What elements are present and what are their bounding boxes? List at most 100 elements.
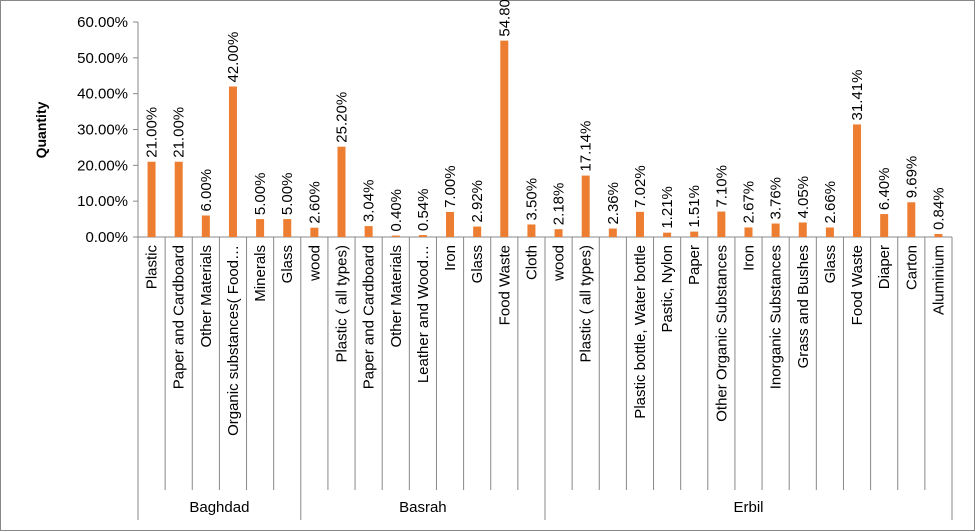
bar (853, 124, 862, 237)
value-label: 7.00% (442, 165, 459, 208)
group-label: Erbil (733, 499, 763, 516)
bar (581, 175, 590, 237)
bar (364, 226, 373, 237)
bar (228, 86, 237, 237)
value-label: 2.18% (551, 183, 568, 226)
x-tick-label: Plastic ( all types) (578, 245, 595, 363)
x-tick-label: Iron (442, 245, 459, 271)
value-label: 2.36% (605, 182, 622, 225)
y-tick-label: 50.00% (77, 50, 128, 67)
value-label: 1.51% (686, 185, 703, 228)
bar (717, 211, 726, 237)
x-tick-label: Other Organic Substances (713, 245, 730, 422)
bar (635, 211, 644, 237)
value-label: 2.60% (306, 181, 323, 224)
value-label: 2.66% (822, 181, 839, 224)
value-label: 21.00% (144, 107, 161, 158)
y-tick-label: 20.00% (77, 157, 128, 174)
x-tick-label: Paper and Cardboard (171, 245, 188, 389)
y-tick-label: 30.00% (77, 122, 128, 139)
bar (500, 40, 509, 238)
bar (527, 224, 536, 237)
value-label: 7.10% (713, 165, 730, 208)
value-label: 42.00% (225, 32, 242, 83)
x-tick-label: Plastic bottle, Water bottle (632, 245, 649, 419)
x-tick-label: wood (306, 245, 323, 282)
value-label: 3.76% (768, 177, 785, 220)
bar (418, 235, 427, 237)
x-tick-label: Diaper (876, 245, 893, 289)
bar (391, 235, 400, 237)
y-tick-label: 40.00% (77, 86, 128, 103)
bar (798, 222, 807, 237)
x-tick-label: Plastic ( all types) (334, 245, 351, 363)
x-tick-label: wood (551, 245, 568, 282)
y-axis-title: Quantity (33, 101, 49, 158)
group-label: Basrah (399, 499, 447, 516)
x-tick-label: Organic substances( Food… (225, 245, 242, 436)
value-label: 2.92% (469, 180, 486, 223)
x-tick-label: Leather and Wood… (415, 245, 432, 383)
bar (934, 233, 943, 237)
bar (690, 231, 699, 237)
value-label: 21.00% (171, 107, 188, 158)
value-label: 31.41% (849, 70, 866, 121)
bar (473, 226, 482, 237)
value-label: 25.20% (334, 92, 351, 143)
bar (608, 228, 617, 237)
x-tick-label: Food Waste (849, 245, 866, 325)
value-label: 2.67% (741, 181, 758, 224)
value-label: 0.40% (388, 189, 405, 232)
value-label: 6.00% (198, 169, 215, 212)
bar (825, 227, 834, 237)
value-label: 54.80% (496, 0, 513, 37)
x-tick-label: Aluminium (930, 245, 947, 315)
x-tick-label: Cloth (523, 245, 540, 280)
bar (310, 227, 319, 237)
bar (744, 227, 753, 237)
x-tick-label: Other Materials (388, 245, 405, 348)
x-tick-label: Grass and Bushes (795, 245, 812, 368)
value-label: 0.84% (930, 187, 947, 230)
value-label: 4.05% (795, 176, 812, 219)
y-tick-label: 60.00% (77, 14, 128, 31)
x-tick-label: Food Waste (496, 245, 513, 325)
value-label: 17.14% (578, 121, 595, 172)
x-tick-label: Paper and Cardboard (361, 245, 378, 389)
x-tick-label: Glass (822, 245, 839, 283)
bar (201, 215, 210, 237)
x-tick-label: Glass (469, 245, 486, 283)
group-label: Baghdad (189, 499, 249, 516)
bar (554, 229, 563, 237)
value-label: 0.54% (415, 189, 432, 232)
y-tick-label: 10.00% (77, 193, 128, 210)
bar (771, 223, 780, 237)
bar (663, 232, 672, 237)
x-tick-label: Inorganic Substances (768, 245, 785, 389)
x-tick-label: Carton (903, 245, 920, 290)
x-tick-label: Minerals (252, 245, 269, 302)
value-label: 5.00% (252, 173, 269, 216)
x-tick-label: Iron (741, 245, 758, 271)
value-label: 7.02% (632, 165, 649, 208)
bar (256, 219, 265, 237)
bar (174, 161, 183, 237)
x-tick-label: Pastic, Nylon (659, 245, 676, 333)
value-label: 1.21% (659, 186, 676, 229)
bar (147, 161, 156, 237)
x-tick-label: Paper (686, 245, 703, 285)
bar (337, 146, 346, 237)
x-tick-label: Glass (279, 245, 296, 283)
value-label: 9.69% (903, 156, 920, 199)
bar (907, 202, 916, 237)
value-label: 3.04% (361, 180, 378, 223)
value-label: 3.50% (523, 178, 540, 221)
x-tick-label: Other Materials (198, 245, 215, 348)
x-tick-label: Plastic (144, 245, 161, 290)
bar (283, 219, 292, 237)
bar (446, 211, 455, 237)
y-tick-label: 0.00% (85, 229, 128, 246)
bar (880, 214, 889, 237)
